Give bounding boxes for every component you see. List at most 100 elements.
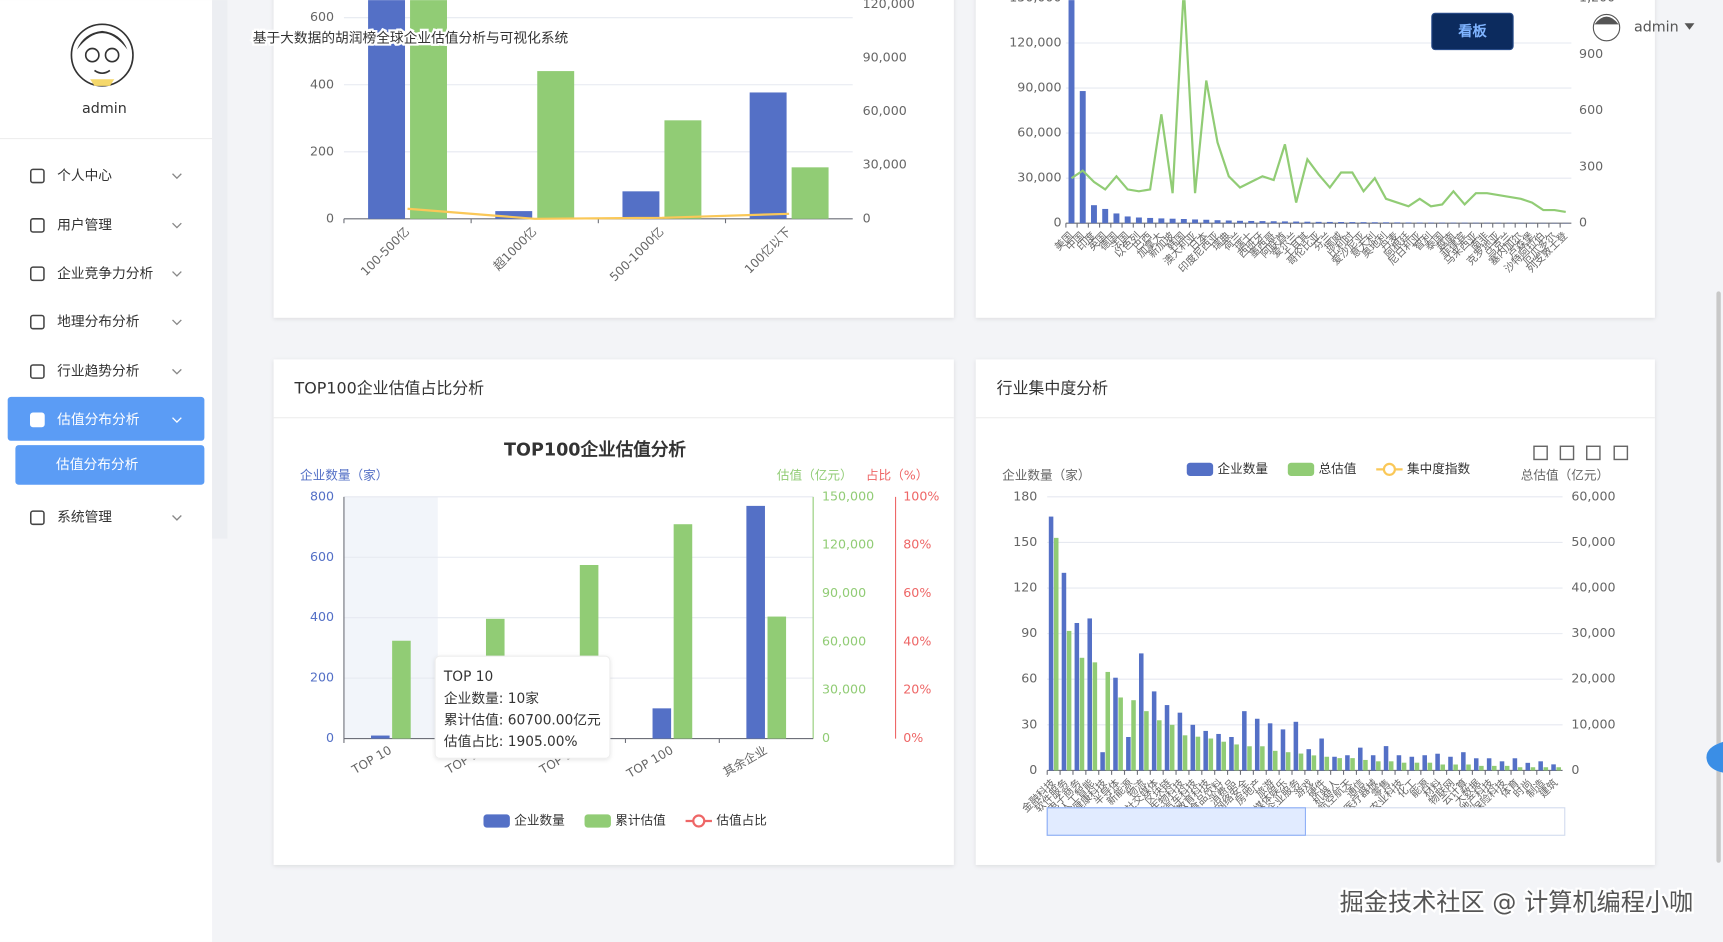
bar (1319, 738, 1324, 771)
bar (1512, 758, 1518, 771)
toolbox-icon[interactable] (1613, 445, 1629, 461)
bar (371, 735, 390, 739)
bar (1126, 736, 1131, 771)
axis-name: 企业数量（家） (300, 467, 388, 482)
menu-icon (29, 168, 45, 184)
scrollbar[interactable] (1716, 291, 1721, 863)
y-tick-label: 200 (310, 670, 334, 685)
content: 0200400600800030,00060,00090,000120,0001… (273, 0, 1655, 865)
y2-tick-label: 90,000 (822, 585, 866, 600)
bar (1499, 761, 1505, 771)
bar (1435, 753, 1440, 771)
bar (1157, 720, 1162, 771)
bar (1248, 220, 1255, 224)
legend-swatch-dot (1382, 462, 1397, 476)
y-tick-label: 0 (1029, 762, 1037, 777)
bar (1242, 711, 1247, 771)
menu-label: 个人中心 (57, 168, 112, 184)
dashboard-button[interactable]: 看板 (1431, 12, 1514, 51)
bar (1492, 765, 1497, 771)
user-menu[interactable]: admin (1592, 13, 1695, 42)
bar (1396, 755, 1402, 771)
button-label[interactable]: 看板 (1458, 22, 1487, 40)
bar (1358, 747, 1363, 771)
bar (1466, 764, 1471, 771)
bar (1091, 205, 1097, 224)
toolbox-icon[interactable] (1586, 445, 1601, 461)
submenu-item[interactable]: 估值分布分析 (15, 445, 205, 485)
bar (1371, 222, 1378, 224)
y2-tick-label: 900 (1579, 46, 1603, 61)
menu-item[interactable]: 估值分布分析 (7, 396, 205, 441)
chevron (172, 368, 182, 375)
bar (1450, 222, 1457, 224)
bar (1190, 724, 1196, 771)
bar (1363, 759, 1368, 771)
menu-item[interactable]: 企业竞争力分析 (29, 265, 182, 282)
bar (1272, 750, 1278, 771)
bar (1225, 220, 1232, 224)
header-user[interactable]: admin (1634, 20, 1679, 36)
bar (1195, 736, 1201, 771)
bar (1427, 222, 1434, 224)
bar (1461, 752, 1466, 771)
menu-item[interactable]: 系统管理 (29, 510, 182, 526)
menu-item[interactable]: 个人中心 (29, 168, 182, 184)
bar (368, 0, 406, 219)
menu-item[interactable]: 行业趋势分析 (29, 364, 182, 380)
legend-swatch (483, 814, 510, 828)
y-tick-label: 60,000 (1017, 125, 1061, 140)
y-tick-label: 0 (1053, 215, 1061, 230)
bar (1440, 764, 1446, 771)
plot (1068, 0, 1569, 224)
chevron (172, 271, 182, 277)
toolbox-icon[interactable] (1533, 445, 1548, 461)
axis-name: 总估值（亿元） (1521, 467, 1609, 482)
y-tick-label: 400 (310, 609, 334, 624)
menu-label: 企业竞争力分析 (57, 265, 153, 282)
bar (1556, 767, 1561, 771)
bar (1486, 758, 1492, 771)
bar (537, 71, 575, 219)
y2-tick-label: 30,000 (863, 157, 907, 172)
bar (1311, 755, 1317, 771)
bar (1453, 764, 1458, 771)
bar (1298, 753, 1304, 771)
y2-tick-label: 1,200 (1579, 0, 1615, 4)
bar (1394, 222, 1401, 224)
axis-name: 企业数量（家） (1002, 467, 1090, 482)
submenu-label: 估值分布分析 (56, 457, 139, 473)
bar (1416, 222, 1423, 224)
bar (1192, 219, 1199, 224)
bar (1087, 618, 1092, 771)
bar (1543, 767, 1549, 771)
y-tick-label: 60 (1021, 671, 1037, 686)
bar (1332, 756, 1337, 771)
menu-item[interactable]: 用户管理 (29, 216, 182, 233)
system-title: 基于大数据的胡润榜全球企业估值分析与可视化系统 (253, 30, 569, 47)
tooltip-bg (434, 655, 611, 759)
toolbox-icon[interactable] (1559, 445, 1575, 461)
menu-icon (29, 218, 45, 233)
bar (1530, 767, 1536, 771)
side-tab[interactable] (1706, 741, 1723, 773)
bar (1345, 755, 1350, 771)
bar (1229, 736, 1234, 771)
menu-item[interactable]: 地理分布分析 (29, 314, 182, 330)
bar (1414, 762, 1420, 771)
y3-tick-label: 60% (903, 585, 931, 600)
bar (1254, 718, 1260, 771)
bar (1285, 752, 1291, 771)
bar (1525, 762, 1531, 771)
bar (1151, 691, 1157, 771)
y-tick-label: 600 (310, 549, 334, 564)
y2-tick-label: 30,000 (1571, 625, 1615, 640)
datazoom-selected[interactable] (1046, 807, 1306, 836)
legend-label: 集中度指数 (1407, 461, 1470, 476)
bar (1315, 221, 1322, 224)
y-tick-label: 30 (1021, 716, 1037, 731)
sidebar-edge (212, 0, 228, 539)
